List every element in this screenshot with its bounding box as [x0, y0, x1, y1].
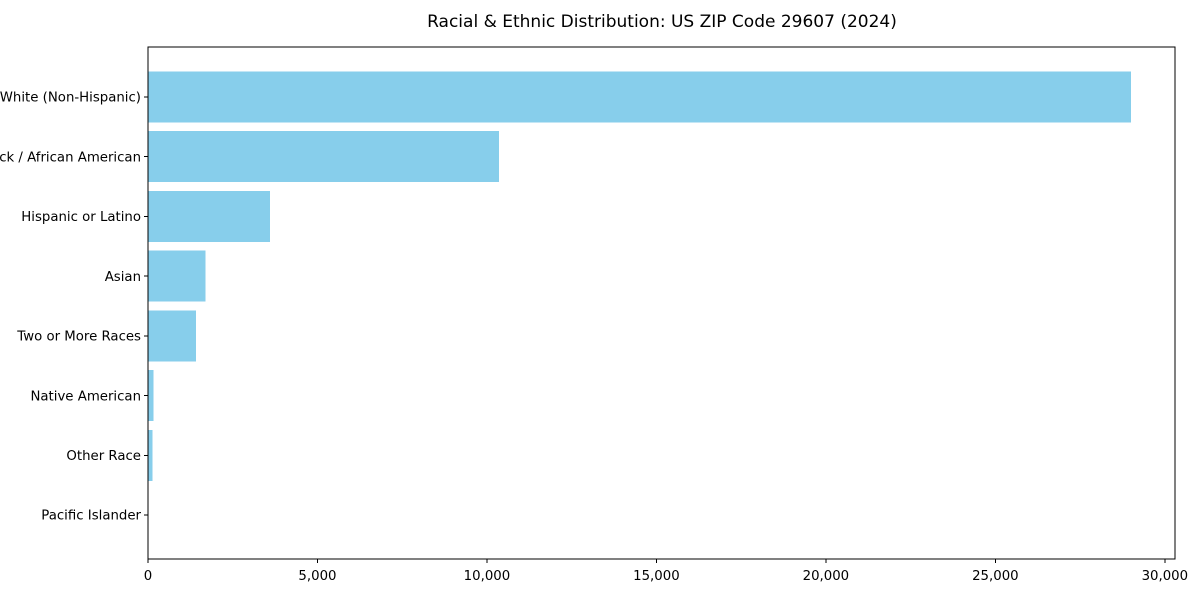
y-tick-label: Other Race — [66, 449, 141, 464]
bar-other-race — [148, 429, 153, 481]
x-tick-label: 20,000 — [803, 569, 850, 584]
x-axis: 0 5,000 10,000 15,000 20,000 25,000 30,000 — [144, 559, 1188, 584]
x-tick-label: 15,000 — [633, 569, 680, 584]
y-tick-label: Hispanic or Latino — [21, 210, 141, 225]
y-axis: White (Non-Hispanic) Black / African Amer… — [0, 91, 148, 524]
x-tick-label: 25,000 — [972, 569, 1019, 584]
x-tick-label: 0 — [144, 569, 152, 584]
y-tick-label: Native American — [30, 389, 141, 404]
bar-asian — [148, 250, 206, 302]
bar-two-or-more-races — [148, 310, 197, 362]
bar-black-african-american — [148, 131, 499, 183]
plot-border — [147, 46, 1176, 560]
bar-hispanic-or-latino — [148, 190, 271, 242]
y-tick-label: White (Non-Hispanic) — [0, 91, 141, 106]
x-tick-label: 5,000 — [298, 569, 336, 584]
x-tick-label: 30,000 — [1142, 569, 1189, 584]
y-tick-label: Pacific Islander — [41, 509, 141, 524]
y-tick-label: Black / African American — [0, 150, 141, 165]
bar-native-american — [148, 370, 154, 422]
y-tick-label: Asian — [105, 270, 141, 285]
chart-title: Racial & Ethnic Distribution: US ZIP Cod… — [427, 12, 897, 32]
y-tick-label: Two or More Races — [16, 330, 141, 345]
bars-group — [148, 71, 1131, 541]
x-tick-label: 10,000 — [464, 569, 511, 584]
bar-white-non-hispanic — [148, 71, 1131, 123]
